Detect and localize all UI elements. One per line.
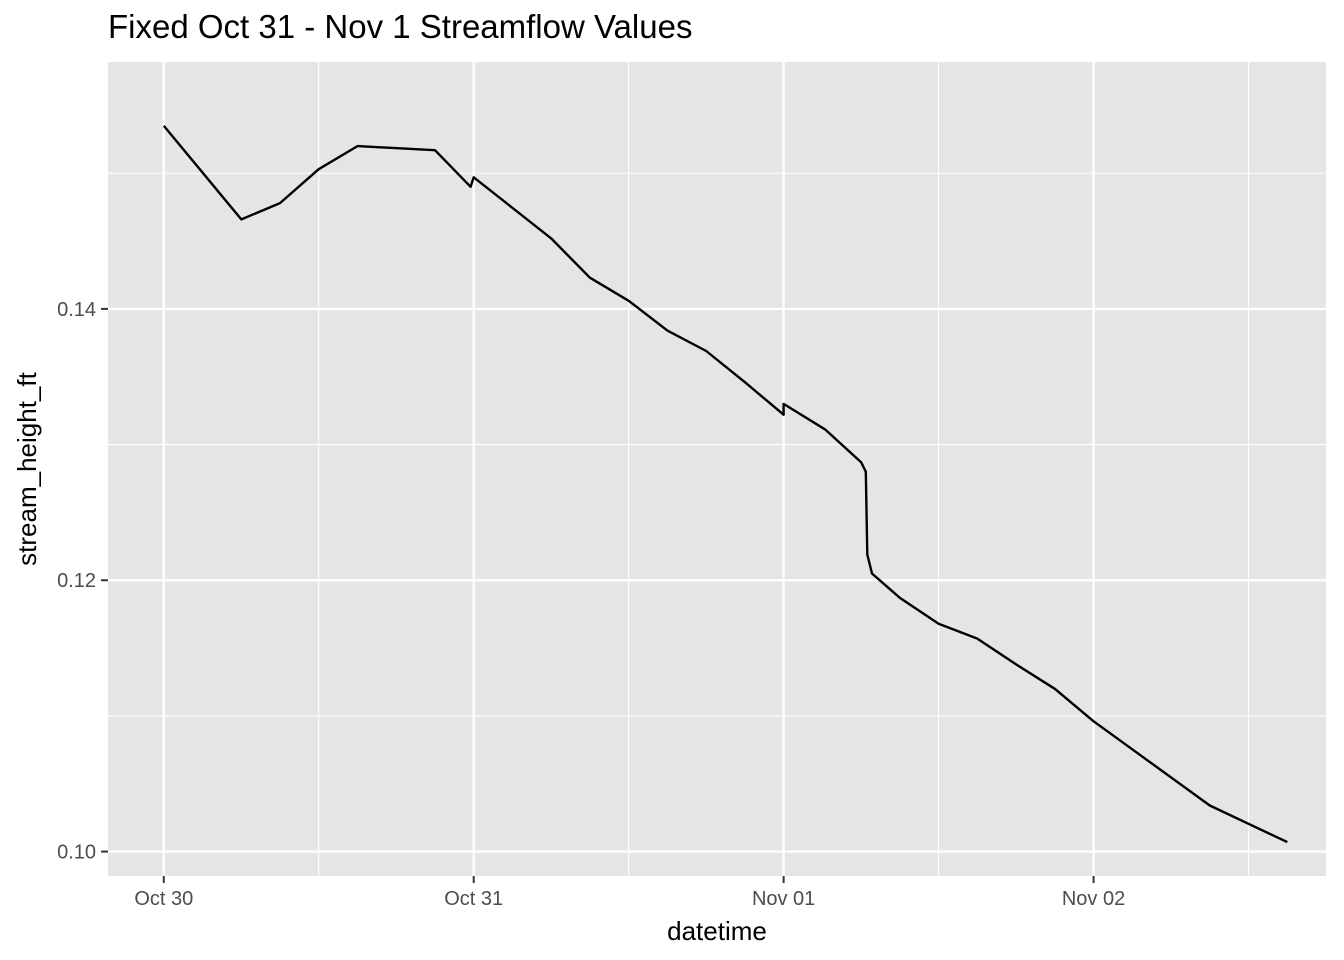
series-line bbox=[162, 125, 1288, 844]
y-tick-label: 0.10 bbox=[57, 842, 96, 864]
x-tick-label: Oct 31 bbox=[444, 888, 503, 910]
y-axis-title: stream_height_ft bbox=[12, 371, 42, 565]
minor-gridlines bbox=[108, 62, 1326, 876]
chart-title: Fixed Oct 31 - Nov 1 Streamflow Values bbox=[108, 8, 693, 45]
major-gridlines bbox=[108, 62, 1326, 876]
x-tick-label: Nov 02 bbox=[1062, 888, 1125, 910]
x-axis-title: datetime bbox=[667, 916, 767, 946]
x-tick-label: Nov 01 bbox=[752, 888, 815, 910]
plot-panel bbox=[108, 62, 1326, 876]
y-tick-label: 0.12 bbox=[57, 570, 96, 592]
x-axis-ticks: Oct 30 Oct 31 Nov 01 Nov 02 bbox=[134, 876, 1125, 910]
x-tick-label: Oct 30 bbox=[134, 888, 193, 910]
y-tick-label: 0.14 bbox=[57, 299, 96, 321]
y-axis-ticks: 0.10 0.12 0.14 bbox=[57, 299, 108, 864]
